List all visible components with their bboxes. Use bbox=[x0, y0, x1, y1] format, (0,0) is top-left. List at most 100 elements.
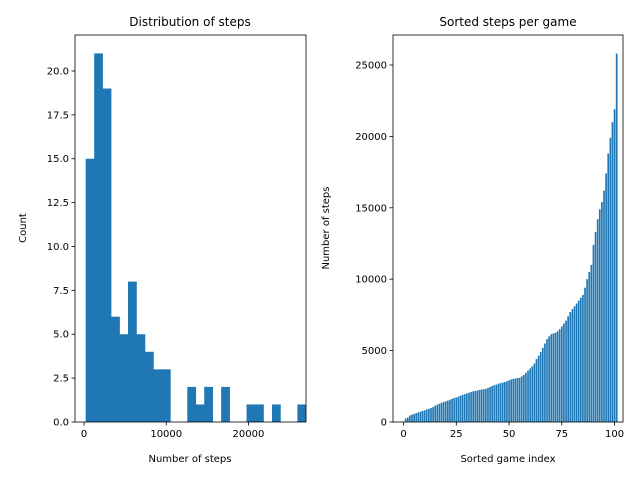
game-step-bar bbox=[432, 407, 434, 422]
histogram-bar bbox=[136, 334, 146, 422]
game-step-bar bbox=[487, 388, 489, 422]
game-step-bar bbox=[579, 297, 582, 422]
game-step-bar bbox=[592, 244, 595, 422]
sorted-title: Sorted steps per game bbox=[439, 15, 576, 29]
game-step-bar bbox=[503, 382, 506, 422]
histogram-bar bbox=[204, 386, 213, 422]
histogram-bar bbox=[94, 53, 103, 423]
sorted-frame bbox=[392, 34, 624, 423]
game-step-bar bbox=[413, 414, 415, 422]
game-step-bar bbox=[497, 383, 500, 422]
game-step-bar bbox=[605, 173, 607, 422]
game-step-bar bbox=[601, 202, 603, 422]
game-step-bar bbox=[417, 412, 420, 422]
game-step-bar bbox=[514, 378, 517, 422]
game-step-bar bbox=[541, 347, 544, 422]
game-step-bar bbox=[438, 403, 441, 422]
histogram-bar bbox=[111, 316, 120, 422]
game-step-bar bbox=[482, 389, 485, 422]
game-step-bar bbox=[554, 332, 557, 422]
sorted-bars-panel: Sorted steps per game 0 25 50 75 100 0 5000 10… bbox=[321, 15, 624, 465]
game-step-bar bbox=[558, 329, 561, 422]
game-step-bar bbox=[535, 359, 538, 422]
game-step-bar bbox=[440, 402, 443, 422]
game-step-bar bbox=[493, 385, 496, 422]
game-step-bar bbox=[466, 393, 468, 422]
game-step-bar bbox=[560, 326, 563, 422]
histogram-bar bbox=[161, 369, 171, 422]
game-step-bar bbox=[415, 413, 418, 422]
game-step-bar bbox=[590, 264, 593, 422]
x-tick-label: 50 bbox=[503, 429, 516, 440]
game-step-bar bbox=[457, 396, 460, 422]
game-step-bar bbox=[463, 394, 466, 422]
histogram-bar bbox=[128, 281, 137, 422]
game-step-bar bbox=[421, 410, 424, 422]
y-tick-label: 17.5 bbox=[47, 110, 69, 121]
x-tick-label: 20000 bbox=[233, 429, 265, 440]
game-step-bar bbox=[451, 398, 453, 422]
histogram-title: Distribution of steps bbox=[129, 15, 250, 29]
game-step-bar bbox=[531, 366, 534, 422]
game-step-bar bbox=[522, 374, 525, 422]
game-step-bar bbox=[596, 219, 599, 422]
y-tick-label: 20.0 bbox=[47, 66, 69, 77]
game-step-bar bbox=[546, 339, 548, 422]
game-step-bar bbox=[529, 368, 531, 422]
histogram-ylabel: Count bbox=[18, 213, 29, 243]
x-tick-label: 25 bbox=[450, 429, 463, 440]
game-step-bar bbox=[563, 323, 565, 422]
histogram-bar bbox=[271, 404, 281, 422]
game-step-bar bbox=[501, 382, 504, 422]
game-step-bar bbox=[485, 388, 487, 422]
game-step-bar bbox=[444, 401, 447, 422]
game-step-bar bbox=[544, 343, 546, 422]
game-step-bar bbox=[548, 336, 550, 422]
game-step-bar bbox=[527, 370, 529, 422]
game-step-bar bbox=[428, 408, 430, 422]
game-step-bar bbox=[409, 415, 411, 422]
x-tick-label: 0 bbox=[81, 429, 87, 440]
game-step-bar bbox=[489, 387, 491, 422]
game-step-bar bbox=[571, 309, 574, 422]
game-step-bar bbox=[495, 384, 498, 422]
game-step-bar bbox=[518, 377, 521, 422]
histogram-xlabel: Number of steps bbox=[148, 454, 231, 465]
game-step-bar bbox=[567, 316, 569, 422]
y-tick-label: 25000 bbox=[355, 60, 387, 71]
sorted-xlabel: Sorted game index bbox=[460, 454, 555, 465]
histogram-bar bbox=[85, 158, 95, 423]
histogram-bar bbox=[221, 386, 230, 422]
game-step-bar bbox=[569, 312, 572, 422]
game-step-bar bbox=[461, 394, 464, 422]
game-step-bar bbox=[476, 390, 479, 422]
histogram-bar bbox=[119, 334, 129, 422]
game-step-bar bbox=[550, 334, 553, 422]
x-tick-label: 10000 bbox=[150, 429, 182, 440]
game-step-bar bbox=[603, 190, 605, 422]
game-step-bar bbox=[520, 376, 523, 422]
y-tick-label: 10.0 bbox=[47, 242, 69, 253]
game-step-bar bbox=[575, 303, 578, 422]
game-step-bar bbox=[423, 410, 426, 422]
game-step-bar bbox=[565, 320, 567, 422]
histogram-bar bbox=[187, 386, 197, 422]
histogram-panel: Distribution of steps 0 10000 20000 0.0 2.5… bbox=[18, 15, 307, 465]
game-step-bar bbox=[539, 352, 542, 422]
histogram-bar bbox=[255, 404, 264, 422]
y-tick-label: 0.0 bbox=[53, 418, 69, 429]
game-step-bar bbox=[499, 383, 502, 422]
game-step-bar bbox=[537, 355, 540, 422]
y-tick-label: 5.0 bbox=[53, 330, 69, 341]
sorted-ylabel: Number of steps bbox=[321, 186, 332, 269]
game-step-bar bbox=[607, 153, 610, 422]
y-tick-label: 2.5 bbox=[53, 374, 69, 385]
y-tick-label: 10000 bbox=[355, 275, 387, 286]
game-step-bar bbox=[472, 391, 475, 422]
game-step-bar bbox=[478, 389, 481, 422]
histogram-bar bbox=[297, 404, 307, 422]
histogram-bar bbox=[195, 404, 205, 422]
game-step-bar bbox=[459, 395, 462, 422]
game-step-bar bbox=[594, 232, 597, 422]
